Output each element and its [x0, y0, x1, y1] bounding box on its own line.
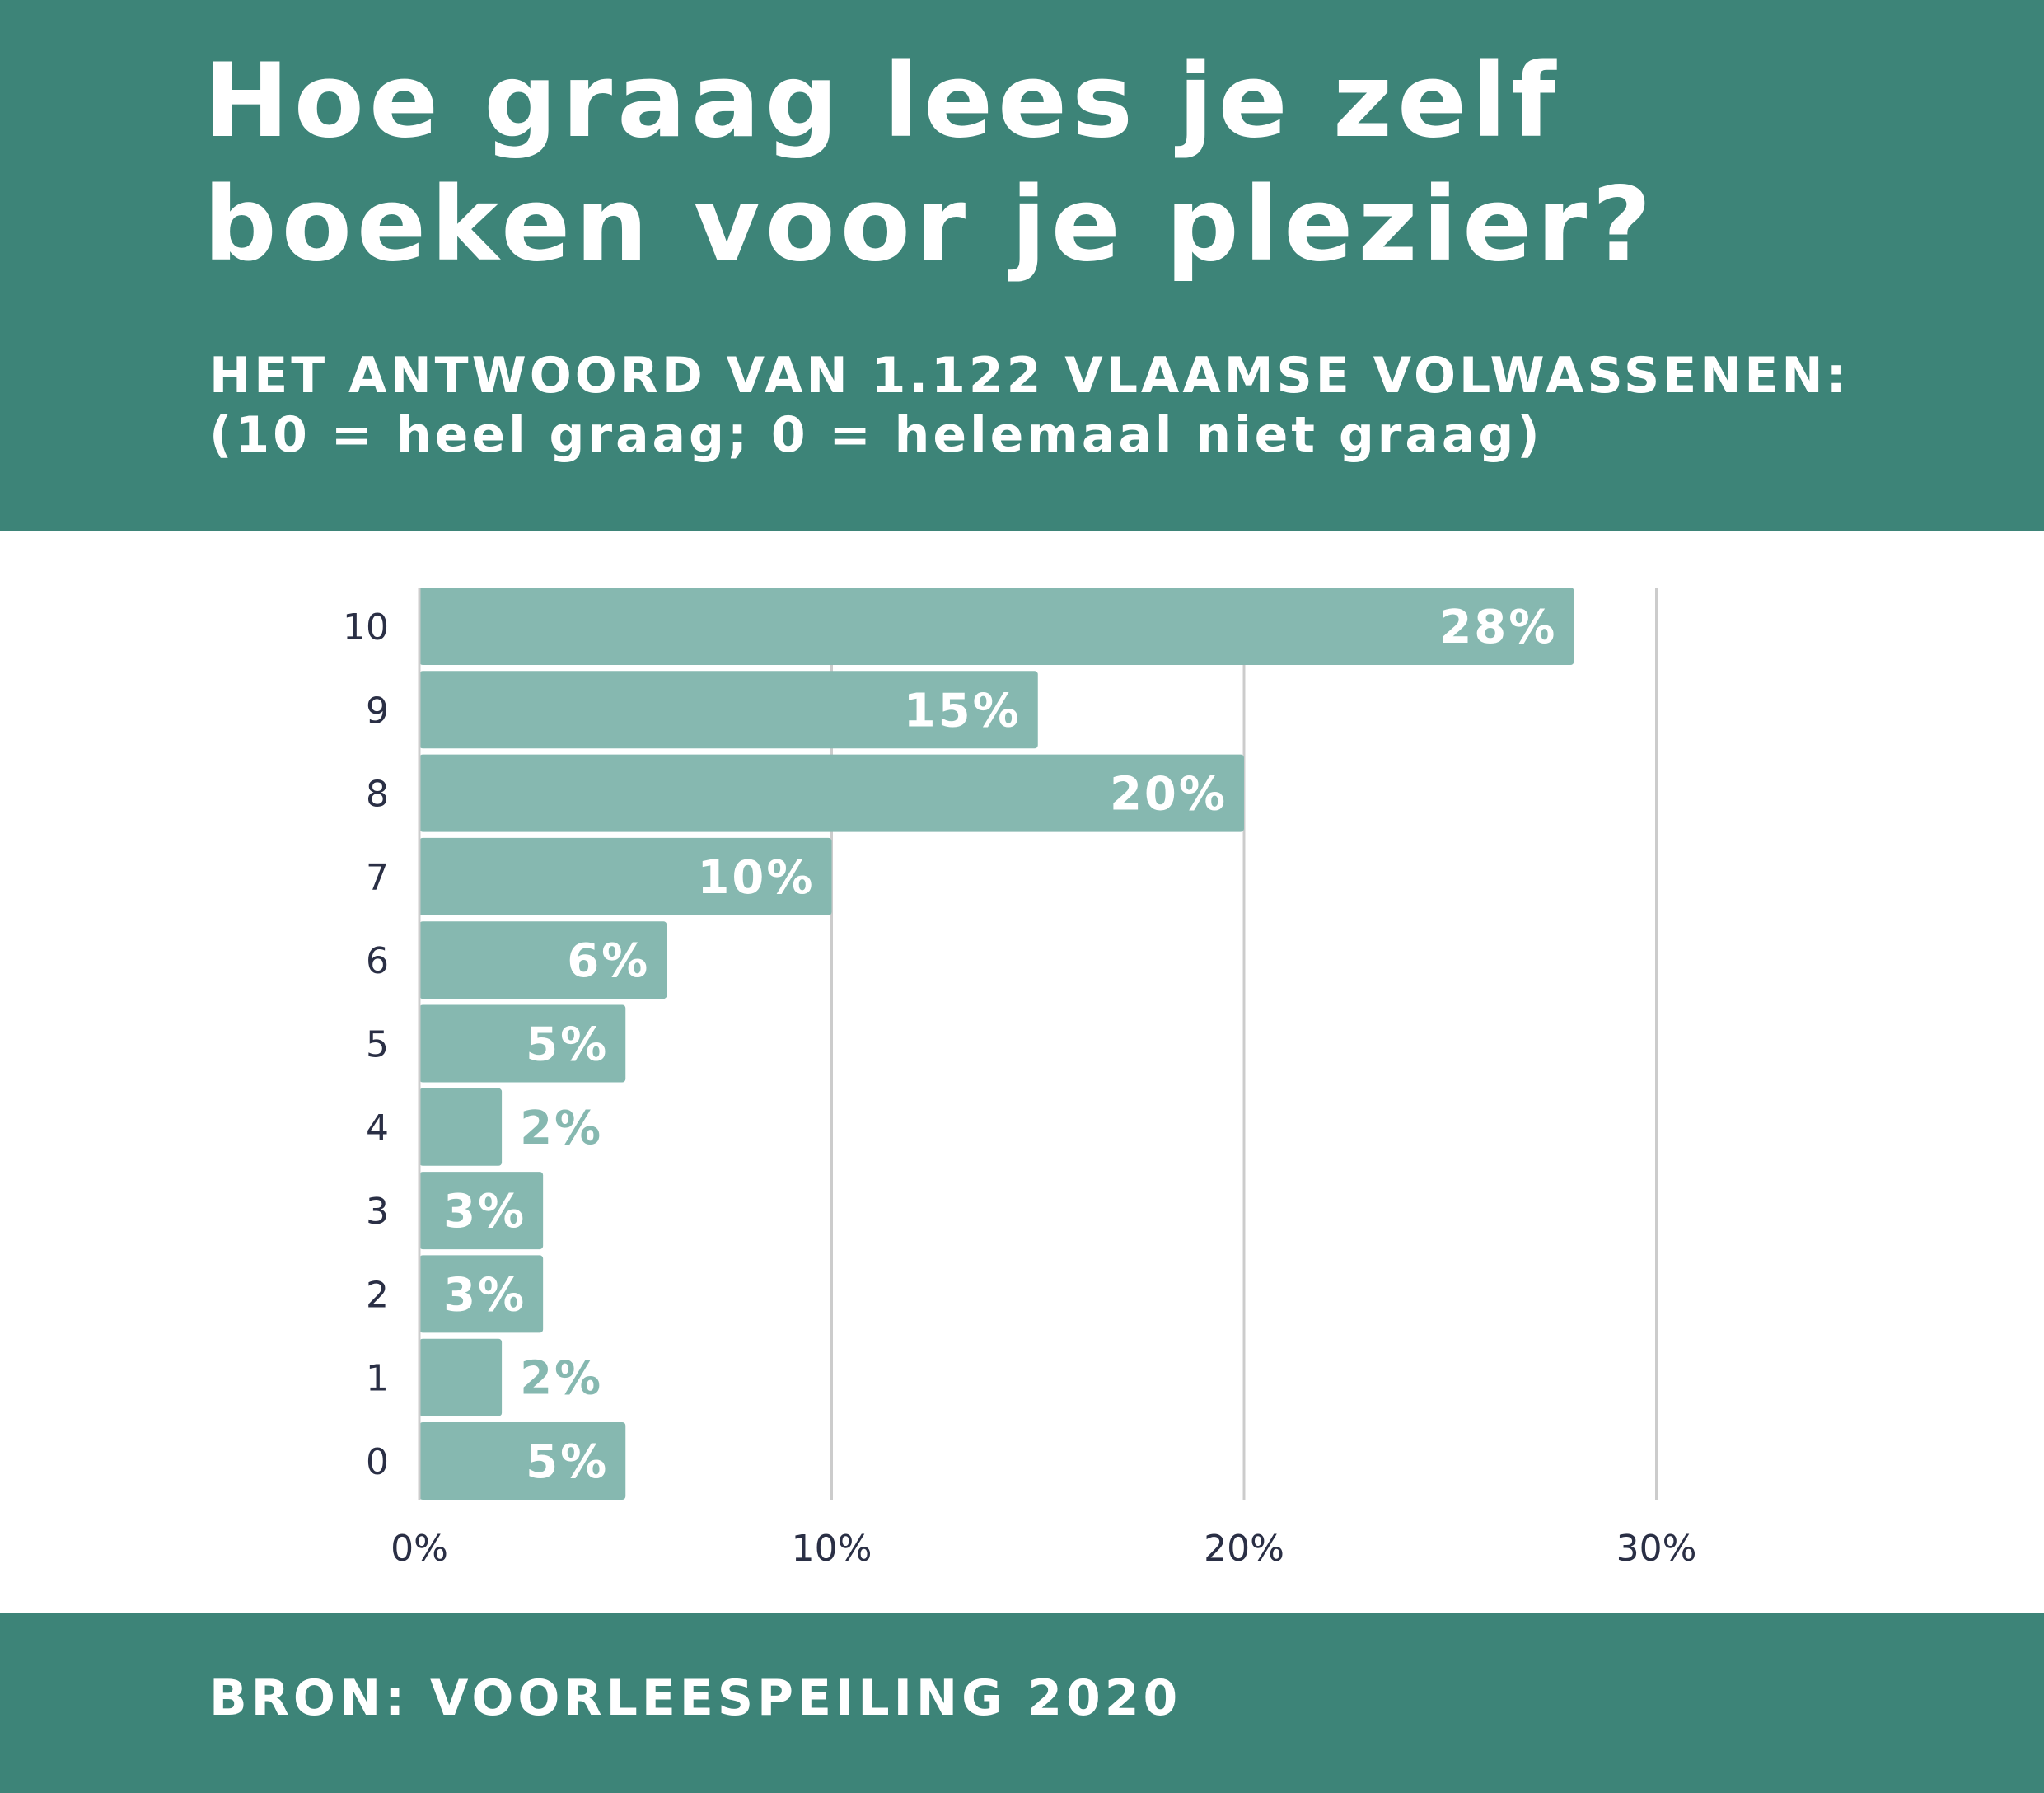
x-tick-label: 30% — [1616, 1528, 1697, 1570]
data-label: 10% — [697, 851, 815, 905]
bar-chart: 10 28% 9 15% 8 20% 7 10% 6 6% 5 5% 4 2% 3 3% 2 3% 1 2% 0 5% 0%… — [343, 588, 1697, 1570]
bar — [419, 671, 1038, 749]
bar — [419, 588, 1574, 665]
page-subtitle: HET ANTWOORD VAN 1.122 VLAAMSE VOLWASSEN… — [209, 346, 1981, 465]
category-label: 9 — [366, 690, 389, 732]
page-title: Hoe graag lees je zelf boeken voor je pl… — [203, 42, 1657, 284]
category-label: 10 — [343, 606, 389, 648]
data-label: 20% — [1110, 768, 1228, 822]
x-tick-label: 20% — [1204, 1528, 1284, 1570]
bar — [419, 1422, 626, 1500]
subtitle-line-respondents: HET ANTWOORD VAN 1.122 VLAAMSE VOLWASSEN… — [209, 347, 1850, 405]
data-label: 2% — [520, 1352, 603, 1406]
chart-area: 10 28% 9 15% 8 20% 7 10% 6 6% 5 5% 4 2% 3 3% 2 3% 1 2% 0 5% 0%… — [0, 531, 2044, 1613]
data-label: 6% — [567, 934, 650, 988]
bar — [419, 1088, 503, 1166]
category-label: 6 — [366, 940, 389, 982]
bar — [419, 1172, 544, 1250]
header-banner: Hoe graag lees je zelf boeken voor je pl… — [0, 0, 2044, 531]
bar — [419, 921, 667, 999]
x-tick-label: 10% — [792, 1528, 872, 1570]
category-label: 4 — [366, 1107, 389, 1149]
data-label: 5% — [526, 1018, 609, 1072]
bar — [419, 837, 832, 915]
x-tick-label: 0% — [391, 1528, 448, 1570]
category-label: 7 — [366, 857, 389, 899]
category-label: 2 — [366, 1274, 389, 1316]
data-label: 2% — [520, 1102, 603, 1155]
bar — [419, 1338, 503, 1416]
category-label: 1 — [366, 1358, 389, 1400]
category-label: 5 — [366, 1024, 389, 1066]
bar — [419, 1255, 544, 1333]
category-label: 0 — [366, 1441, 389, 1483]
bar — [419, 754, 1244, 832]
data-label: 3% — [443, 1268, 526, 1322]
subtitle-line-scale: (10 = heel graag; 0 = helemaal niet graa… — [209, 406, 1543, 464]
category-label: 8 — [366, 774, 389, 816]
data-label: 5% — [526, 1435, 609, 1489]
data-label: 3% — [443, 1185, 526, 1238]
data-label: 15% — [904, 684, 1022, 737]
category-label: 3 — [366, 1191, 389, 1233]
data-label: 28% — [1439, 601, 1557, 654]
bar — [419, 1004, 626, 1083]
footer-banner: BRON: VOORLEESPEILING 2020 — [0, 1613, 2044, 1793]
source-note: BRON: VOORLEESPEILING 2020 — [209, 1669, 1182, 1727]
